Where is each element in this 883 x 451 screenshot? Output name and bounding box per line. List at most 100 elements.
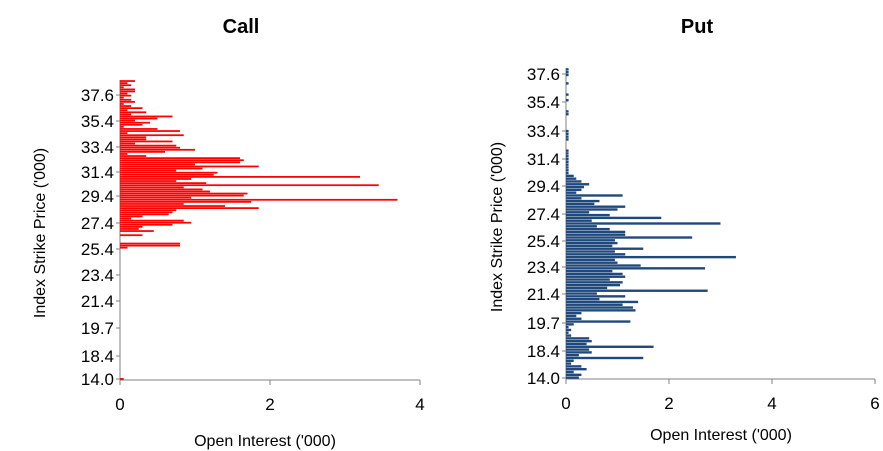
put-bar	[566, 348, 590, 351]
call-bar	[120, 109, 128, 112]
call-y-tick-label: 19.7	[81, 319, 114, 338]
put-bar	[566, 73, 569, 77]
call-bar	[120, 86, 124, 89]
put-bar	[566, 188, 582, 192]
put-bar	[566, 93, 569, 96]
put-y-axis-label: Index Strike Price ('000)	[489, 142, 506, 312]
put-bar	[566, 337, 590, 340]
call-bar	[120, 80, 135, 82]
call-bar	[120, 117, 158, 120]
put-bar	[566, 272, 623, 276]
put-x-axis-label: Open Interest ('000)	[650, 427, 792, 444]
put-bar	[566, 160, 569, 164]
call-bar	[120, 192, 248, 195]
put-bar	[566, 227, 610, 231]
call-bar	[120, 221, 192, 224]
call-bar	[120, 130, 180, 132]
put-bar	[566, 253, 626, 256]
put-bar	[566, 356, 644, 360]
put-bar	[566, 314, 577, 318]
call-bar	[120, 244, 180, 247]
call-bar	[120, 171, 218, 174]
put-y-tick-label: 14.0	[527, 369, 560, 388]
put-bar	[566, 342, 587, 346]
put-bar	[566, 267, 706, 270]
call-bar	[120, 115, 173, 118]
put-bar	[566, 163, 569, 166]
call-bar	[120, 136, 147, 139]
put-x-tick-label: 4	[767, 394, 776, 413]
call-bar	[120, 217, 132, 220]
call-y-tick-label: 23.4	[81, 266, 114, 285]
put-bar	[566, 110, 569, 113]
put-bar	[566, 334, 572, 337]
put-bar	[566, 199, 600, 203]
put-bar	[566, 303, 623, 306]
put-bar	[566, 345, 654, 348]
call-bar	[120, 113, 132, 116]
call-bar	[120, 88, 135, 91]
put-bar	[566, 317, 582, 320]
put-y-tick-label: 31.4	[527, 150, 560, 169]
put-y-tick-label: 27.4	[527, 205, 560, 224]
call-bar	[120, 84, 132, 87]
call-bar	[120, 159, 244, 162]
call-bar	[120, 82, 128, 85]
put-bar	[566, 113, 569, 116]
put-bar	[566, 258, 615, 262]
call-x-tick-label: 2	[265, 395, 274, 414]
call-bar	[120, 234, 143, 237]
put-bar	[566, 373, 582, 376]
call-y-tick-label: 25.4	[81, 240, 114, 259]
put-chart-title: Put	[681, 16, 714, 38]
put-bar	[566, 328, 572, 332]
put-bar	[566, 166, 569, 169]
call-bar	[120, 228, 139, 230]
put-x-tick-label: 2	[664, 394, 673, 413]
put-y-tick-label: 19.7	[527, 314, 560, 333]
put-y-tick-label: 37.6	[527, 65, 560, 84]
call-y-tick-label: 33.4	[81, 138, 114, 157]
put-bar	[566, 68, 569, 71]
call-x-tick-label: 4	[415, 395, 424, 414]
put-bar	[566, 325, 569, 329]
call-bar	[120, 194, 244, 197]
put-bar	[566, 138, 569, 141]
put-x-tick-label: 0	[561, 394, 570, 413]
put-bar	[566, 194, 623, 197]
put-bar	[566, 135, 569, 138]
put-bar	[566, 236, 693, 239]
put-bar	[566, 230, 626, 234]
put-bar	[566, 191, 577, 194]
call-y-tick-label: 27.4	[81, 214, 114, 233]
call-bar	[120, 121, 150, 124]
call-bar	[120, 203, 184, 205]
call-bar	[120, 182, 207, 185]
put-y-tick-label: 29.4	[527, 177, 560, 196]
call-bar	[120, 161, 240, 164]
put-bar	[566, 247, 644, 250]
put-bar	[566, 283, 621, 287]
call-bar	[120, 209, 177, 212]
call-bar	[120, 169, 177, 172]
call-y-tick-label: 29.4	[81, 187, 114, 206]
put-bar	[566, 289, 708, 292]
call-bar	[120, 246, 128, 249]
put-bar	[566, 219, 592, 222]
put-bar	[566, 351, 592, 354]
put-bar	[566, 99, 569, 102]
put-bar	[566, 376, 579, 379]
put-bar	[566, 82, 569, 85]
call-bar	[120, 225, 143, 228]
put-bar	[566, 208, 618, 211]
put-bar	[566, 323, 574, 326]
put-bar	[566, 359, 574, 362]
call-bar	[120, 100, 135, 103]
call-bar	[120, 144, 177, 147]
call-bar	[120, 153, 128, 155]
put-y-tick-label: 35.4	[527, 93, 560, 112]
call-bar	[120, 180, 177, 182]
put-bar	[566, 320, 631, 323]
put-bar	[566, 331, 569, 334]
put-bar	[566, 300, 639, 304]
